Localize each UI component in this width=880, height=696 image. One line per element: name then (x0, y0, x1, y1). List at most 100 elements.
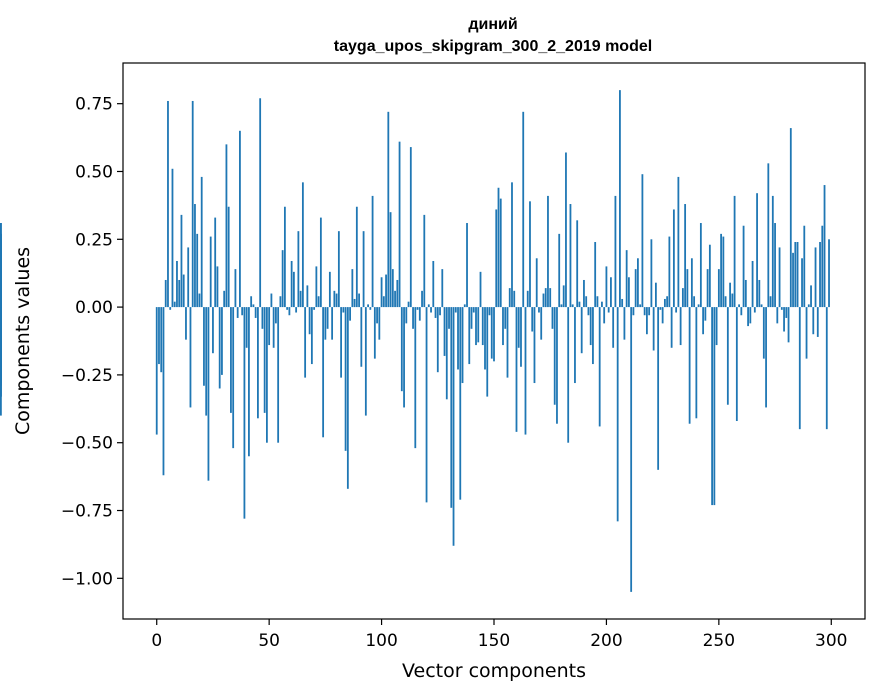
bar-component-159 (513, 290, 516, 308)
bar-component-5 (167, 100, 169, 308)
bar-component-280 (785, 307, 788, 318)
bar-component-8 (173, 301, 176, 308)
bar-component-235 (684, 204, 687, 308)
bar-component-133 (454, 307, 457, 313)
bar-component-266 (753, 307, 756, 313)
bar-component-152 (497, 187, 500, 308)
bar-component-182 (565, 152, 567, 308)
bar-component-258 (735, 307, 738, 422)
bar-component-163 (522, 111, 525, 308)
bar-component-9 (176, 260, 178, 308)
bar-component-121 (427, 304, 430, 308)
bar-component-74 (322, 307, 325, 438)
bar-component-232 (677, 176, 680, 308)
bar-component-194 (592, 307, 594, 365)
bar-component-137 (463, 304, 466, 308)
bar-component-92 (362, 231, 365, 308)
bar-component-31 (225, 144, 228, 308)
bar-component-176 (551, 307, 554, 329)
bar-component-150 (493, 307, 495, 362)
bar-component-69 (310, 307, 313, 365)
bar-component-131 (450, 307, 453, 508)
bar-component-206 (619, 90, 621, 308)
bar-component-114 (412, 307, 414, 329)
bar-component-256 (731, 293, 734, 308)
bar-component-128 (443, 307, 446, 356)
bar-component-228 (668, 236, 671, 308)
bar-component-142 (475, 307, 477, 346)
bar-component-145 (481, 307, 484, 346)
bar-component-233 (679, 307, 682, 346)
bar-component-161 (517, 307, 520, 348)
bar-component-90 (358, 293, 360, 308)
bar-component-43 (252, 304, 255, 308)
bar-component-251 (720, 233, 722, 308)
bar-component-4 (164, 279, 167, 308)
bar-component-15 (189, 307, 192, 408)
bar-component-212 (632, 307, 635, 316)
bar-component-168 (533, 307, 536, 384)
bar-component-249 (715, 307, 718, 346)
bar-component-35 (234, 269, 237, 308)
bar-component-85 (346, 307, 349, 489)
bar-component-237 (688, 307, 691, 424)
bar-component-48 (263, 307, 266, 413)
bar-component-106 (394, 290, 396, 308)
bar-component-289 (805, 307, 808, 359)
bar-component-3 (162, 307, 165, 476)
bar-component-296 (821, 225, 824, 308)
bar-component-19 (198, 293, 201, 308)
bar-component-103 (387, 111, 390, 308)
bar-component-268 (758, 279, 761, 308)
bar-component-210 (628, 277, 630, 308)
bar-component-94 (367, 304, 369, 308)
bar-component-281 (787, 307, 790, 343)
x-tick-label: 300 (815, 631, 847, 651)
bar-component-130 (448, 307, 450, 329)
bar-component-125 (436, 307, 439, 373)
chart-title-line1: диний (468, 16, 517, 33)
bar-component-146 (484, 307, 486, 370)
bar-component-215 (639, 304, 642, 308)
y-tick-label: −0.50 (61, 434, 113, 454)
bar-component-278 (780, 307, 783, 310)
bar-component-46 (259, 98, 262, 308)
bar-component-199 (603, 307, 606, 324)
bar-component-234 (681, 288, 684, 308)
bar-component-56 (281, 250, 284, 308)
bar-component-273 (769, 296, 772, 308)
bar-component-271 (765, 307, 767, 408)
bar-component-0 (155, 307, 158, 435)
bar-component-104 (389, 212, 392, 308)
bar-component-undefined (0, 307, 2, 367)
bar-component-20 (200, 176, 203, 308)
bar-component-73 (319, 217, 322, 308)
bar-component-52 (272, 307, 275, 348)
bar-component-63 (297, 231, 300, 308)
bar-component-75 (324, 307, 327, 340)
bar-component-143 (477, 307, 480, 343)
x-axis-label: Vector components (402, 660, 586, 682)
bar-component-229 (670, 307, 673, 348)
bar-component-129 (445, 307, 448, 400)
bar-component-117 (418, 307, 421, 321)
bar-component-72 (317, 296, 320, 308)
bar-component-165 (526, 290, 529, 308)
bar-component-222 (654, 282, 657, 308)
bar-component-38 (241, 307, 244, 316)
bar-component-99 (378, 307, 381, 340)
bar-component-204 (614, 195, 617, 308)
bar-component-203 (612, 307, 615, 348)
bar-component-40 (245, 307, 248, 348)
bar-component-123 (432, 260, 435, 308)
bar-component-111 (405, 307, 408, 324)
bar-component-259 (738, 304, 740, 308)
bar-component-170 (538, 307, 540, 313)
bar-component-113 (409, 147, 412, 308)
bar-component-156 (506, 307, 509, 378)
bar-component-243 (702, 307, 705, 335)
bar-component-155 (504, 307, 507, 329)
bar-component-88 (353, 298, 356, 308)
bar-component-262 (744, 279, 747, 308)
bar-component-252 (722, 236, 725, 308)
